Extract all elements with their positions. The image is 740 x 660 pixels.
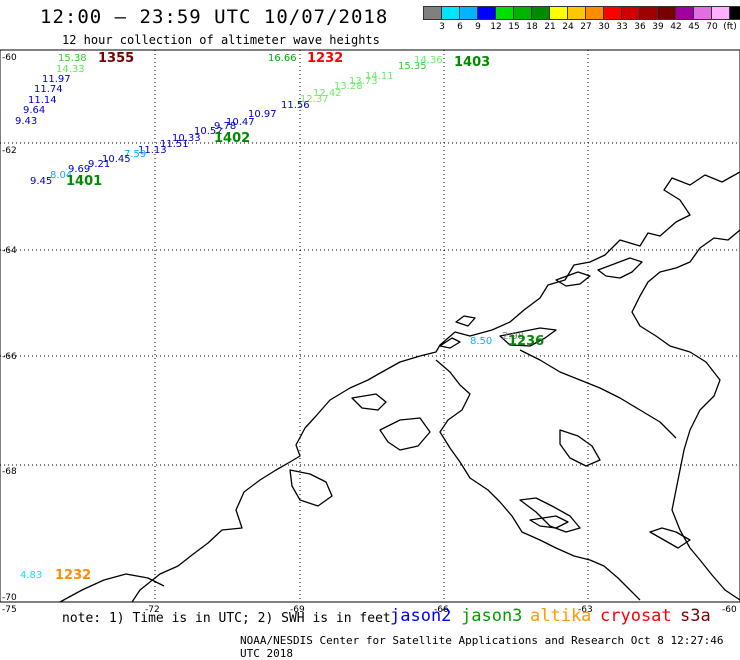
satellite-s3a: s3a xyxy=(680,606,711,626)
legend-label: 12 xyxy=(490,22,502,32)
lon-label: -69 xyxy=(290,605,305,615)
time-label: 1401 xyxy=(66,174,102,189)
wave-label: 11.97 xyxy=(42,74,71,85)
lon-label: -72 xyxy=(145,605,160,615)
satellite-altika: altika xyxy=(530,606,592,626)
lat-label: -62 xyxy=(2,146,17,156)
wave-label: 8.04 xyxy=(50,170,72,181)
wave-label: 2.98 xyxy=(502,331,524,342)
map-title: 12:00 – 23:59 UTC 10/07/2018 xyxy=(40,6,389,28)
wave-label: 9.45 xyxy=(30,176,52,187)
legend-label: 70 xyxy=(706,22,718,32)
legend-label: 30 xyxy=(598,22,610,32)
lat-label: -70 xyxy=(2,593,17,603)
time-label: 1403 xyxy=(454,55,490,70)
lat-label: -68 xyxy=(2,467,17,477)
time-label: 1232 xyxy=(307,51,343,66)
legend-label: 27 xyxy=(580,22,592,32)
legend-label: 3 xyxy=(439,22,445,32)
lat-label: -66 xyxy=(2,352,17,362)
wave-label: 9.78 xyxy=(214,121,236,132)
legend-label: 15 xyxy=(508,22,520,32)
time-label: 1236 xyxy=(508,334,544,349)
wave-label: 10.47 xyxy=(226,117,255,128)
legend-label: 33 xyxy=(616,22,628,32)
wave-label: 15.35 xyxy=(398,61,427,72)
satellite-jason3: jason3 xyxy=(461,606,523,626)
wave-label: 16.66 xyxy=(268,53,297,64)
legend-label: (ft) xyxy=(723,22,737,32)
wave-height-labels: 15.38 14.33 11.97 11.74 11.14 9.64 9.43 … xyxy=(15,53,524,581)
wave-label: 14.33 xyxy=(56,64,85,75)
wave-label: 8.50 xyxy=(470,336,492,347)
wave-label: 9.43 xyxy=(15,116,37,127)
lat-label: -64 xyxy=(2,246,17,256)
satellite-cryosat: cryosat xyxy=(600,606,672,626)
legend-label: 39 xyxy=(652,22,664,32)
satellite-jason2: jason2 xyxy=(390,606,452,626)
time-labels: 1355 1232 1403 1402 1401 1236 1232 xyxy=(55,51,544,583)
note-text: note: 1) Time is in UTC; 2) SWH is in fe… xyxy=(62,611,391,626)
grid xyxy=(0,50,740,602)
legend-labels: 3 6 9 12 15 18 21 24 27 30 33 36 39 42 45 70 (ft) xyxy=(423,22,739,32)
legend-label: 6 xyxy=(457,22,463,32)
legend-swatch xyxy=(729,6,740,20)
time-label: 1232 xyxy=(55,568,91,583)
wave-label: 14.11 xyxy=(365,71,394,82)
color-legend xyxy=(423,6,740,20)
wave-label: 11.51 xyxy=(160,139,189,150)
wave-label: 11.74 xyxy=(34,84,63,95)
legend-label: 36 xyxy=(634,22,646,32)
lon-label: -75 xyxy=(2,605,17,615)
wave-label: 11.56 xyxy=(281,100,310,111)
wave-label: 12.37 xyxy=(300,94,329,105)
map-subtitle: 12 hour collection of altimeter wave hei… xyxy=(62,33,380,47)
wave-label: 12.42 xyxy=(313,88,342,99)
map-frame xyxy=(0,49,740,603)
coastline xyxy=(59,171,740,603)
wave-label: 13.73 xyxy=(349,76,378,87)
legend-label: 24 xyxy=(562,22,574,32)
wave-label: 13.28 xyxy=(334,81,363,92)
wave-label: 11.14 xyxy=(28,95,57,106)
wave-label: 7.59 xyxy=(124,149,146,160)
lon-label: -66 xyxy=(434,605,449,615)
time-label: 1402 xyxy=(214,131,250,146)
wave-label: 10.33 xyxy=(172,133,201,144)
wave-label: 10.52 xyxy=(194,126,223,137)
legend-label: 21 xyxy=(544,22,556,32)
wave-label: 9.21 xyxy=(88,159,110,170)
wave-label: 9.69 xyxy=(68,164,90,175)
legend-label: 45 xyxy=(688,22,700,32)
wave-label: 4.83 xyxy=(20,570,42,581)
time-label: 1355 xyxy=(98,51,134,66)
wave-label: 14.36 xyxy=(414,55,443,66)
wave-label: 9.64 xyxy=(23,105,45,116)
lat-label: -60 xyxy=(2,53,17,63)
wave-label: 10.97 xyxy=(248,109,277,120)
footer-credit: NOAA/NESDIS Center for Satellite Applica… xyxy=(240,634,724,660)
wave-label: 15.38 xyxy=(58,53,87,64)
wave-label: 11.13 xyxy=(138,145,167,156)
legend-label: 42 xyxy=(670,22,682,32)
legend-label: 9 xyxy=(475,22,481,32)
lon-label: -63 xyxy=(578,605,593,615)
wave-label: 10.45 xyxy=(102,154,131,165)
legend-label: 18 xyxy=(526,22,538,32)
lon-label: -60 xyxy=(722,605,737,615)
